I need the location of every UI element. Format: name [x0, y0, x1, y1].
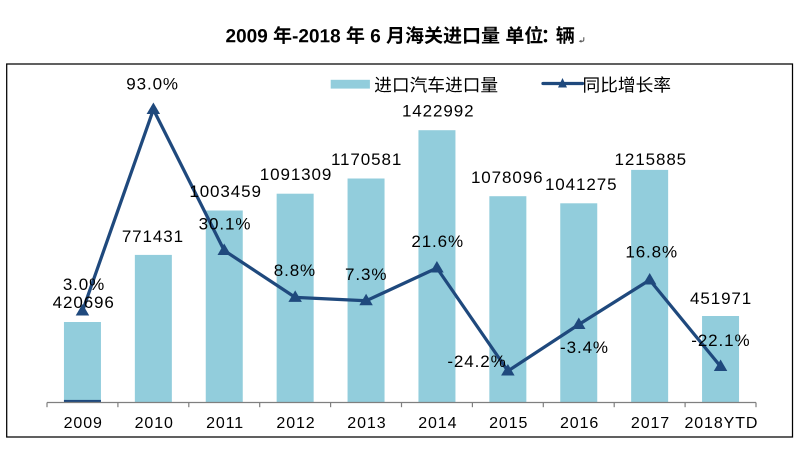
svg-text:30.1%: 30.1%	[199, 215, 252, 234]
svg-text:1003459: 1003459	[189, 182, 261, 201]
svg-text:2014: 2014	[418, 415, 457, 432]
svg-text:1041275: 1041275	[545, 175, 617, 194]
svg-text:420696: 420696	[53, 293, 115, 312]
svg-text:93.0%: 93.0%	[126, 75, 179, 94]
svg-text:-22.1%: -22.1%	[691, 331, 750, 350]
svg-text:1170581: 1170581	[331, 150, 402, 169]
svg-text:1215885: 1215885	[615, 150, 687, 169]
svg-text:-24.2%: -24.2%	[447, 352, 506, 371]
svg-text:2016: 2016	[560, 415, 599, 432]
svg-text:2011: 2011	[206, 415, 244, 432]
svg-text:2018YTD: 2018YTD	[684, 415, 758, 432]
svg-text:2010: 2010	[135, 415, 174, 432]
svg-text:3.0%: 3.0%	[63, 275, 105, 294]
svg-text:771431: 771431	[122, 227, 184, 246]
svg-text:2013: 2013	[347, 415, 386, 432]
svg-text:-3.4%: -3.4%	[560, 338, 609, 357]
svg-text:2017: 2017	[631, 415, 670, 432]
svg-text:1091309: 1091309	[260, 165, 332, 184]
svg-text:1078096: 1078096	[471, 168, 543, 187]
svg-text:16.8%: 16.8%	[625, 243, 678, 262]
svg-text:1422992: 1422992	[402, 102, 474, 121]
svg-text:2009: 2009	[64, 415, 103, 432]
svg-text:7.3%: 7.3%	[345, 265, 387, 284]
svg-text:451971: 451971	[690, 289, 752, 308]
svg-text:21.6%: 21.6%	[411, 232, 464, 251]
svg-text:2012: 2012	[276, 415, 315, 432]
svg-text:2015: 2015	[489, 415, 528, 432]
svg-text:8.8%: 8.8%	[274, 261, 316, 280]
